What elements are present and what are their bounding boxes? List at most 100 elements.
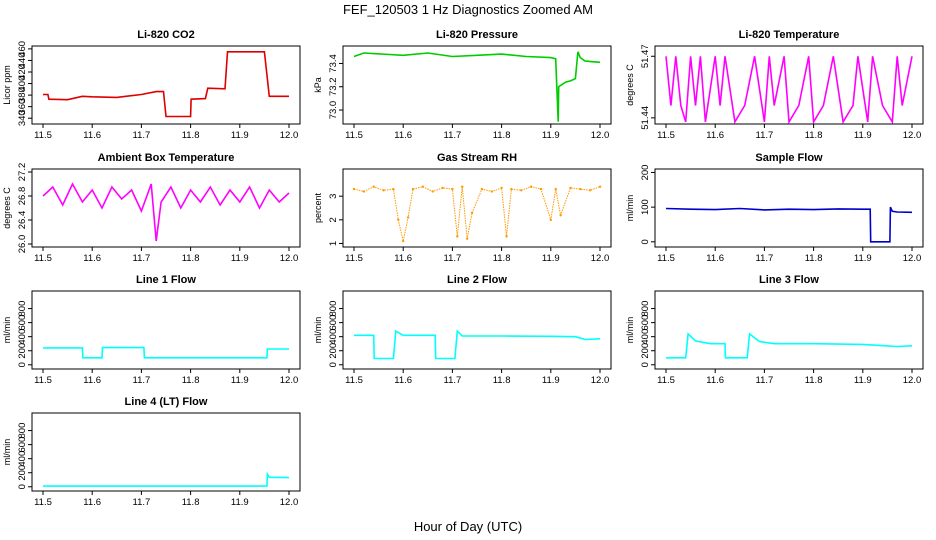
y-axis-label: kPa <box>313 77 323 93</box>
y-tick-label: 0 <box>328 362 339 367</box>
y-tick-label: 2 <box>328 217 339 222</box>
plot-frame <box>31 290 301 370</box>
y-tick-label: 73.2 <box>328 77 339 96</box>
y-tick-label: 200 <box>17 465 28 481</box>
data-point <box>411 187 415 191</box>
data-point <box>510 187 513 191</box>
x-tick-label: 11.8 <box>182 253 200 264</box>
chart-panel: Li-820 CO2 Licor ppm 11.5 11.6 11.7 11.8 11.9 1… <box>2 29 301 141</box>
y-tick-label: 200 <box>17 343 28 359</box>
y-tick-label: 0 <box>17 362 28 367</box>
y-tick-label: 73.0 <box>328 101 339 120</box>
data-point <box>480 187 484 191</box>
chart-title: Line 2 Flow <box>447 274 507 286</box>
x-tick-label: 11.9 <box>231 253 249 264</box>
x-tick-label: 12.0 <box>591 253 610 264</box>
x-tick-label: 11.5 <box>345 130 363 141</box>
y-tick-label: 200 <box>640 343 651 359</box>
x-tick-label: 12.0 <box>591 130 610 141</box>
x-tick-label: 11.9 <box>542 130 560 141</box>
y-tick-label: 340 <box>17 110 28 126</box>
x-tick-label: 11.8 <box>182 375 200 386</box>
y-tick-label: 360 <box>17 99 28 115</box>
x-tick-label: 11.8 <box>182 497 200 508</box>
chart-title: Li-820 Temperature <box>739 29 840 41</box>
y-axis-label: ml/min <box>625 195 635 222</box>
x-tick-label: 11.7 <box>444 130 462 141</box>
y-tick-label: 800 <box>17 423 28 439</box>
data-point <box>588 189 592 192</box>
x-tick-label: 11.9 <box>854 375 872 386</box>
data-point <box>520 189 523 192</box>
x-tick-label: 11.7 <box>756 130 774 141</box>
y-tick-label: 26.4 <box>17 211 28 230</box>
x-tick-label: 11.5 <box>34 497 52 508</box>
chart-panel: Sample Flow ml/min 11.5 11.6 11.7 11.8 11.9 12.… <box>625 152 924 264</box>
data-point <box>402 239 405 243</box>
y-tick-label: 100 <box>640 199 651 215</box>
series-line <box>665 56 913 125</box>
x-tick-label: 11.6 <box>394 253 412 264</box>
chart-title: Gas Stream RH <box>437 152 517 164</box>
data-point <box>490 190 493 193</box>
data-point <box>352 187 356 191</box>
data-point <box>529 185 533 188</box>
x-tick-label: 11.6 <box>83 253 101 264</box>
x-tick-label: 11.7 <box>756 253 774 264</box>
data-point <box>382 189 385 192</box>
x-tick-label: 11.8 <box>805 130 823 141</box>
x-tick-label: 11.8 <box>493 253 511 264</box>
y-tick-label: 51.47 <box>640 44 651 68</box>
plot-frame <box>31 168 301 248</box>
x-tick-label: 11.5 <box>657 130 675 141</box>
data-point <box>441 186 444 190</box>
chart-panel: Ambient Box Temperature degrees C 11.5 11.6… <box>2 152 301 264</box>
data-point <box>569 186 572 190</box>
x-tick-label: 11.5 <box>34 253 52 264</box>
y-tick-label: 400 <box>328 329 339 345</box>
x-tick-label: 11.7 <box>133 497 151 508</box>
x-tick-label: 11.6 <box>706 253 724 264</box>
y-axis-label: degrees C <box>2 187 12 229</box>
x-tick-label: 11.9 <box>542 253 560 264</box>
y-tick-label: 51.44 <box>640 106 651 130</box>
y-tick-label: 440 <box>17 53 28 69</box>
x-tick-label: 11.6 <box>706 130 724 141</box>
data-point <box>539 187 543 191</box>
x-tick-label: 11.8 <box>493 375 511 386</box>
x-tick-label: 11.7 <box>756 375 774 386</box>
x-tick-label: 11.6 <box>83 497 101 508</box>
y-tick-label: 200 <box>328 343 339 359</box>
x-tick-label: 11.7 <box>133 375 151 386</box>
y-axis-label: ml/min <box>625 317 635 344</box>
series-line <box>43 346 289 359</box>
x-tick-label: 12.0 <box>280 497 299 508</box>
y-axis-label: degrees C <box>625 64 635 106</box>
x-tick-label: 11.6 <box>394 375 412 386</box>
data-point <box>372 185 375 188</box>
x-tick-label: 11.5 <box>657 375 675 386</box>
x-tick-label: 12.0 <box>280 375 299 386</box>
y-tick-label: 600 <box>640 315 651 331</box>
chart-title: Line 3 Flow <box>759 274 819 286</box>
chart-panel: Li-820 Pressure kPa 11.5 11.6 11.7 11.8 11.9 12… <box>313 29 612 141</box>
chart-panel: Li-820 Temperature degrees C 11.5 11.6 11.7 1… <box>625 29 924 141</box>
y-tick-label: 27.2 <box>17 163 28 182</box>
y-tick-label: 800 <box>328 301 339 317</box>
x-tick-label: 11.8 <box>805 375 823 386</box>
plot-frame <box>654 45 924 125</box>
data-point <box>397 218 400 222</box>
chart-panel: Line 3 Flow ml/min 11.5 11.6 11.7 11.8 11.9 12.… <box>625 274 924 386</box>
data-point <box>470 211 474 214</box>
y-axis-label: percent <box>313 192 323 223</box>
x-tick-label: 11.9 <box>231 130 249 141</box>
y-tick-label: 26.0 <box>17 235 28 254</box>
data-point <box>505 235 508 238</box>
y-tick-label: 420 <box>17 64 28 80</box>
x-tick-label: 11.5 <box>345 253 363 264</box>
x-tick-label: 11.5 <box>657 253 675 264</box>
series-line <box>353 51 601 122</box>
y-axis-label: ml/min <box>313 317 323 344</box>
chart-panel: Line 2 Flow ml/min 11.5 11.6 11.7 11.8 11.9 12.… <box>313 274 612 386</box>
data-point <box>406 216 410 219</box>
